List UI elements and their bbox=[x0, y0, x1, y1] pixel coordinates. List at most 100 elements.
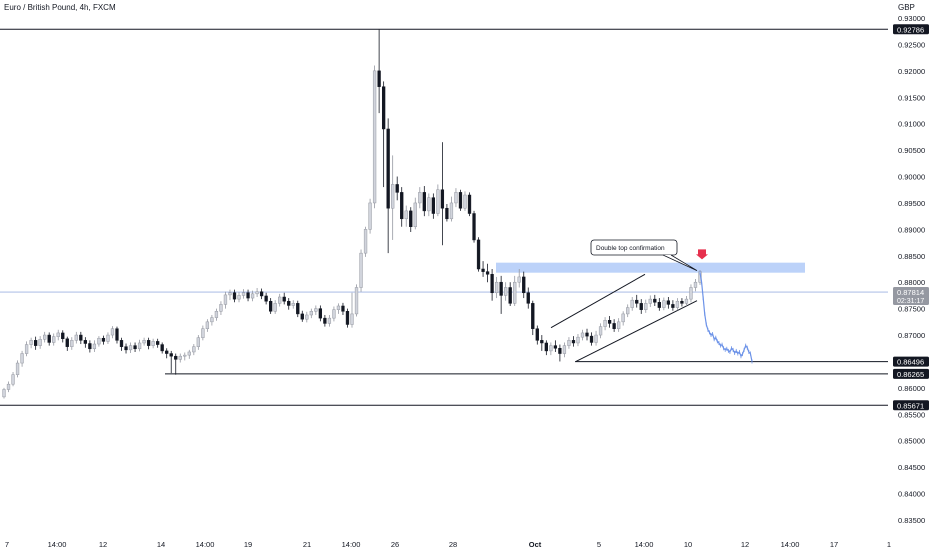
candle[interactable] bbox=[33, 336, 38, 350]
annotation-callout[interactable]: Double top confirmation bbox=[590, 239, 698, 271]
candle[interactable] bbox=[20, 350, 24, 367]
candle[interactable] bbox=[119, 337, 124, 351]
candle[interactable] bbox=[223, 291, 228, 309]
candle[interactable] bbox=[146, 337, 151, 350]
candle[interactable] bbox=[354, 284, 359, 317]
candle[interactable] bbox=[562, 342, 567, 358]
candle[interactable] bbox=[24, 341, 29, 357]
candle[interactable] bbox=[395, 176, 399, 201]
candle[interactable] bbox=[97, 336, 101, 347]
candle[interactable] bbox=[531, 300, 535, 336]
candle[interactable] bbox=[151, 338, 155, 349]
candle[interactable] bbox=[549, 342, 553, 356]
candle[interactable] bbox=[463, 191, 467, 211]
candle[interactable] bbox=[56, 329, 60, 341]
candle[interactable] bbox=[156, 338, 160, 348]
candle[interactable] bbox=[106, 332, 110, 345]
candle[interactable] bbox=[517, 269, 521, 288]
candle[interactable] bbox=[580, 329, 585, 341]
candle[interactable] bbox=[291, 300, 295, 309]
candle[interactable] bbox=[544, 340, 548, 356]
candle[interactable] bbox=[368, 198, 372, 234]
candle[interactable] bbox=[535, 325, 539, 345]
candle[interactable] bbox=[522, 271, 526, 299]
candle[interactable] bbox=[178, 353, 182, 363]
candle[interactable] bbox=[603, 317, 607, 331]
candle[interactable] bbox=[232, 289, 237, 303]
candle[interactable] bbox=[449, 196, 454, 222]
channel-upper-line[interactable] bbox=[550, 273, 646, 329]
candle[interactable] bbox=[246, 289, 250, 302]
candle[interactable] bbox=[693, 279, 698, 292]
candle[interactable] bbox=[341, 302, 345, 315]
candle[interactable] bbox=[481, 261, 485, 277]
candle[interactable] bbox=[454, 188, 458, 208]
candle[interactable] bbox=[237, 292, 241, 303]
candle[interactable] bbox=[160, 342, 164, 354]
candle[interactable] bbox=[540, 335, 544, 351]
candle[interactable] bbox=[359, 249, 363, 292]
candle[interactable] bbox=[332, 306, 336, 322]
candle[interactable] bbox=[88, 340, 92, 353]
candle[interactable] bbox=[38, 336, 42, 349]
candle[interactable] bbox=[124, 343, 128, 354]
candle[interactable] bbox=[671, 300, 675, 311]
candle[interactable] bbox=[264, 292, 268, 305]
candle[interactable] bbox=[309, 308, 313, 319]
candle[interactable] bbox=[607, 316, 612, 328]
candle[interactable] bbox=[79, 331, 83, 345]
candle[interactable] bbox=[458, 189, 463, 211]
candle[interactable] bbox=[662, 297, 666, 311]
candle[interactable] bbox=[323, 314, 327, 327]
candle[interactable] bbox=[684, 295, 689, 306]
candle[interactable] bbox=[255, 288, 259, 298]
candle[interactable] bbox=[350, 292, 354, 328]
candle[interactable] bbox=[644, 299, 648, 313]
candle[interactable] bbox=[630, 297, 634, 311]
resistance-zone[interactable] bbox=[496, 262, 805, 273]
candle[interactable] bbox=[314, 305, 318, 315]
candle[interactable] bbox=[205, 319, 210, 332]
candle[interactable] bbox=[576, 333, 580, 347]
candle[interactable] bbox=[174, 353, 178, 375]
candle[interactable] bbox=[192, 344, 196, 356]
candle[interactable] bbox=[594, 330, 598, 346]
candle[interactable] bbox=[440, 142, 445, 246]
candle[interactable] bbox=[391, 155, 395, 240]
candle[interactable] bbox=[128, 342, 133, 354]
candle[interactable] bbox=[485, 263, 490, 283]
candle[interactable] bbox=[427, 193, 431, 217]
candle[interactable] bbox=[201, 325, 205, 341]
candle[interactable] bbox=[6, 381, 11, 393]
candle[interactable] bbox=[241, 289, 246, 299]
candle[interactable] bbox=[268, 298, 273, 314]
candle[interactable] bbox=[472, 210, 476, 243]
candle[interactable] bbox=[282, 292, 286, 305]
candle[interactable] bbox=[15, 360, 20, 378]
candle[interactable] bbox=[110, 326, 115, 339]
candle[interactable] bbox=[589, 332, 594, 346]
candle[interactable] bbox=[74, 331, 78, 344]
candle[interactable] bbox=[689, 284, 693, 303]
candle[interactable] bbox=[526, 287, 530, 309]
candle[interactable] bbox=[300, 310, 304, 322]
candle[interactable] bbox=[381, 81, 386, 188]
candle[interactable] bbox=[183, 352, 187, 361]
candle[interactable] bbox=[61, 330, 65, 343]
candle[interactable] bbox=[558, 344, 562, 362]
candle[interactable] bbox=[418, 187, 422, 209]
candle[interactable] bbox=[278, 293, 282, 307]
candle[interactable] bbox=[431, 193, 436, 219]
candle[interactable] bbox=[585, 328, 589, 341]
candle[interactable] bbox=[499, 275, 503, 314]
candle[interactable] bbox=[675, 298, 680, 311]
candle[interactable] bbox=[490, 269, 494, 301]
candle[interactable] bbox=[65, 336, 69, 351]
candle[interactable] bbox=[273, 300, 277, 314]
candle[interactable] bbox=[52, 333, 56, 346]
candle[interactable] bbox=[422, 186, 426, 217]
candle[interactable] bbox=[11, 372, 15, 387]
candle[interactable] bbox=[445, 204, 449, 222]
